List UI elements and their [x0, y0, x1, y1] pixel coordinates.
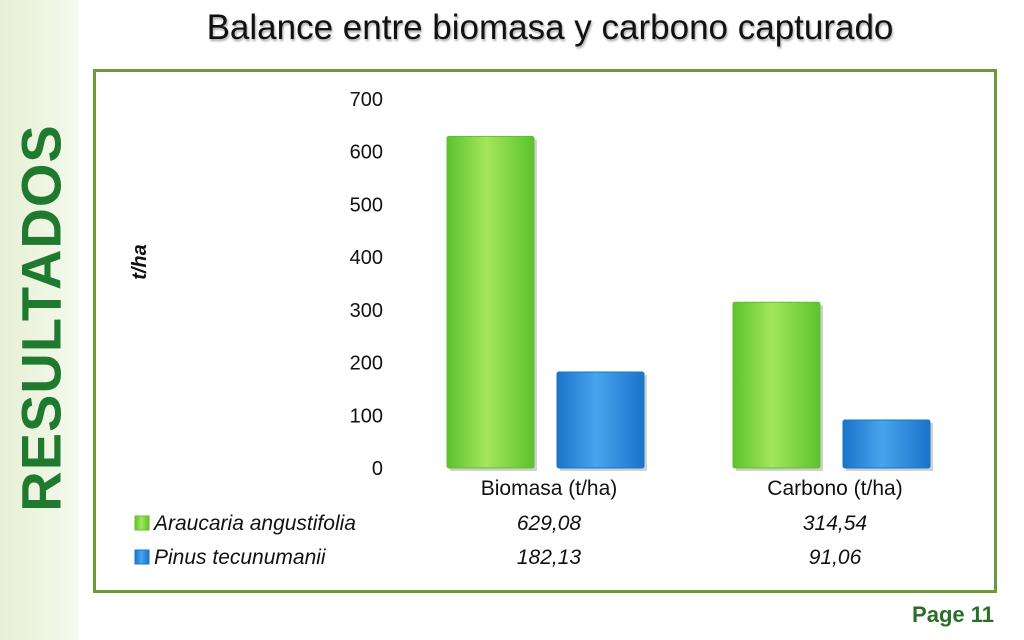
y-tick-label: 0 [372, 458, 383, 480]
data-label: 629,08 [517, 512, 582, 535]
bar [732, 301, 821, 469]
bar [842, 419, 931, 469]
legend-swatch [134, 549, 150, 565]
y-tick-label: 700 [350, 89, 383, 111]
y-axis-label: t/ha [129, 244, 151, 280]
y-tick-label: 100 [350, 405, 383, 427]
bar [556, 371, 645, 469]
y-tick-label: 500 [350, 194, 383, 216]
side-band: RESULTADOS [0, 0, 78, 640]
category-label: Carbono (t/ha) [767, 477, 902, 500]
slide-title: Balance entre biomasa y carbono capturad… [206, 8, 894, 47]
data-label: 182,13 [517, 546, 582, 569]
y-tick-label: 400 [350, 247, 383, 269]
legend-swatch [134, 515, 150, 531]
section-label: RESULTADOS [9, 124, 73, 512]
page-number: Page 11 [912, 602, 994, 627]
y-tick-label: 300 [350, 300, 383, 322]
data-label: 91,06 [809, 546, 862, 569]
legend-label: Pinus tecunumanii [154, 546, 327, 569]
y-tick-label: 200 [350, 353, 383, 375]
legend-label: Araucaria angustifolia [152, 512, 356, 535]
chart-frame: t/ha 0 100 200 300 400 500 600 700 Biomasa (t/h… [93, 69, 997, 593]
bar [446, 135, 535, 469]
data-label: 314,54 [803, 512, 867, 535]
bar-chart: t/ha 0 100 200 300 400 500 600 700 Biomasa (t/h… [129, 89, 933, 569]
y-tick-label: 600 [350, 142, 383, 164]
category-label: Biomasa (t/ha) [481, 477, 618, 500]
